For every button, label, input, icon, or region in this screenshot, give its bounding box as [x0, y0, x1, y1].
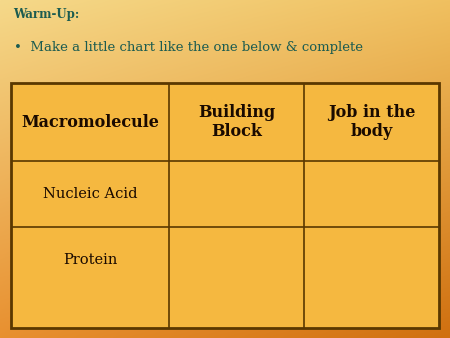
Text: Macromolecule: Macromolecule [22, 114, 159, 130]
Text: Nucleic Acid: Nucleic Acid [43, 187, 138, 201]
Text: Building
Block: Building Block [198, 104, 275, 140]
Bar [11, 83, 439, 328]
Text: Warm-Up:: Warm-Up: [14, 8, 80, 21]
Text: •  Make a little chart like the one below & complete: • Make a little chart like the one below… [14, 41, 363, 53]
Text: Job in the
body: Job in the body [328, 104, 415, 140]
Bar [11, 83, 439, 328]
Text: Protein: Protein [63, 254, 117, 267]
